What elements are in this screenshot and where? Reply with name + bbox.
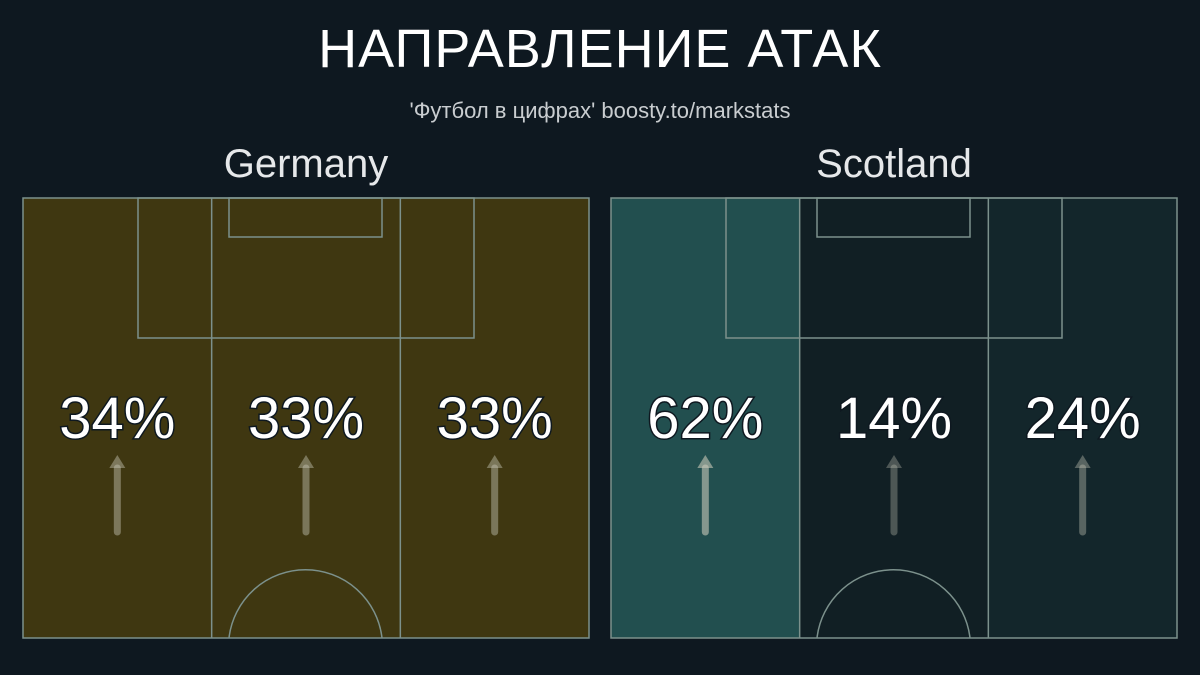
lane-right [400, 198, 589, 638]
lane-left [23, 198, 212, 638]
attack-arrow-head [886, 455, 902, 468]
attack-arrow-head [109, 455, 126, 468]
percentage-label: 34% [59, 386, 175, 451]
percentage-label: 14% [836, 386, 952, 451]
percentage-label: 33% [437, 386, 553, 451]
attack-arrow-head [486, 455, 503, 468]
chart-title: НАПРАВЛЕНИЕ АТАК [318, 19, 882, 79]
lane-center [211, 198, 401, 638]
lane-right [988, 198, 1177, 638]
lane-left [611, 198, 800, 638]
team-name-scotland: Scotland [816, 142, 972, 186]
lane-center [799, 198, 989, 638]
chart-subtitle: 'Футбол в цифрах' boosty.to/markstats [409, 98, 791, 123]
attack-arrow-head [1074, 455, 1091, 468]
percentage-label: 62% [647, 386, 763, 451]
attack-arrow-head [697, 455, 714, 468]
team-name-germany: Germany [223, 142, 389, 186]
center-circle [228, 569, 383, 639]
percentage-label: 33% [248, 386, 364, 451]
pitch-scotland: 62% 14% 24% [610, 197, 1178, 639]
pitch-germany: 34% 33% 33% [22, 197, 590, 639]
six-yard-box [228, 197, 383, 238]
percentage-label: 24% [1025, 386, 1141, 451]
attack-arrow-head [298, 455, 314, 468]
six-yard-box [816, 197, 971, 238]
center-circle [816, 569, 971, 639]
